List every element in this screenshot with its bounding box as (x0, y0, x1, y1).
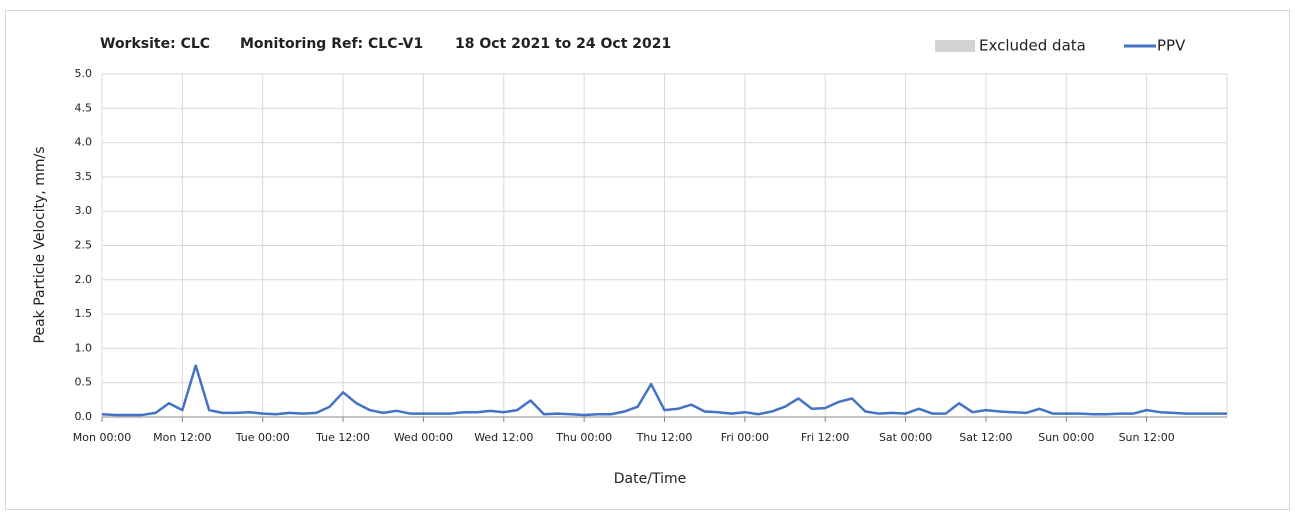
date-range: 18 Oct 2021 to 24 Oct 2021 (455, 36, 671, 52)
x-tick-label: Mon 00:00 (73, 431, 131, 444)
y-tick-label: 1.5 (75, 307, 93, 320)
y-tick-label: 2.5 (75, 239, 93, 252)
y-tick-label: 0.0 (75, 410, 93, 423)
x-tick-label: Thu 00:00 (555, 431, 612, 444)
y-tick-label: 1.0 (75, 341, 93, 354)
x-tick-label: Wed 00:00 (394, 431, 453, 444)
x-tick-label: Fri 12:00 (801, 431, 849, 444)
y-tick-label: 4.5 (75, 101, 93, 114)
monitoring-ref: Monitoring Ref: CLC-V1 (240, 36, 423, 52)
chart-title: Worksite: CLC (100, 36, 210, 52)
x-tick-label: Fri 00:00 (721, 431, 769, 444)
legend-swatch (935, 40, 975, 52)
x-tick-label: Sat 00:00 (879, 431, 932, 444)
y-tick-label: 5.0 (75, 67, 93, 80)
y-tick-label: 2.0 (75, 273, 93, 286)
x-tick-label: Sun 00:00 (1038, 431, 1094, 444)
x-tick-label: Mon 12:00 (153, 431, 211, 444)
legend-label: PPV (1157, 37, 1186, 55)
x-tick-label: Tue 12:00 (315, 431, 370, 444)
y-tick-label: 3.5 (75, 170, 93, 183)
x-tick-label: Sat 12:00 (959, 431, 1012, 444)
legend-label: Excluded data (979, 37, 1086, 55)
data-line (101, 364, 1227, 417)
x-tick-label: Sun 12:00 (1119, 431, 1175, 444)
x-tick-label: Wed 12:00 (474, 431, 533, 444)
y-axis-title: Peak Particle Velocity, mm/s (32, 147, 48, 344)
y-tick-label: 4.0 (75, 136, 93, 149)
y-tick-label: 3.0 (75, 204, 93, 217)
x-tick-label: Tue 00:00 (235, 431, 290, 444)
y-tick-label: 0.5 (75, 376, 93, 389)
chart-border (5, 10, 1290, 510)
x-axis-title: Date/Time (614, 471, 686, 487)
x-tick-label: Thu 12:00 (636, 431, 693, 444)
